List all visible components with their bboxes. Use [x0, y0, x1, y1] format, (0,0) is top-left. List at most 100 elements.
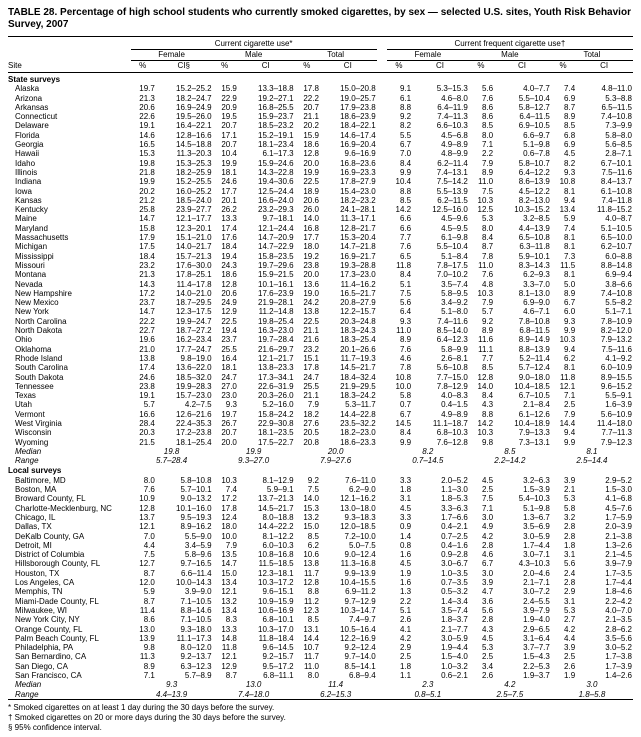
ci-cell: 6.4–12.2 — [518, 167, 550, 177]
table-row: Boston, MA 7.6 5.7–10.1 7.4 5.9–9.1 7.5 6.2–9.… — [8, 485, 633, 494]
pct-cell: 13.0 — [139, 624, 155, 634]
pct-cell: 2.2 — [399, 596, 412, 606]
gap-cell — [377, 373, 387, 382]
pct-cell: 17.1 — [221, 130, 237, 140]
ci-cell: 5.1–9.8 — [523, 503, 550, 513]
site-cell: San Bernardino, CA — [15, 652, 87, 662]
ci-cell: 10.3–17.0 — [258, 624, 294, 634]
ci-cell: 8.1–12.9 — [262, 475, 294, 485]
gap-cell — [377, 307, 387, 316]
table-row: Wisconsin 20.3 17.2–23.8 20.7 18.1–23.5 20.5 1… — [8, 428, 633, 437]
subheader-male: Male — [468, 49, 551, 61]
pct-cell: 5.6 — [564, 559, 576, 569]
ci-cell: 16.8–23.6 — [340, 158, 376, 168]
pct-cell: 13.3 — [221, 624, 237, 634]
pct-header: % — [212, 60, 237, 73]
ci-cell: 1.0–3.2 — [441, 661, 468, 671]
pct-cell: 14.5 — [395, 418, 412, 428]
ci-cell: 6.0–10.3 — [262, 540, 294, 550]
pct-cell: 2.2 — [482, 149, 494, 159]
pct-cell: 14.2 — [477, 418, 494, 428]
pct-cell: 7.9 — [482, 158, 494, 168]
pct-cell: 25.5 — [303, 381, 319, 391]
ci-cell: 4.0–7.0 — [605, 605, 632, 615]
pct-cell: 12.8 — [303, 149, 319, 159]
ci-cell: 5.9–9.1 — [266, 485, 294, 495]
pct-cell: 8.8 — [399, 186, 412, 196]
site-cell: San Diego, CA — [15, 661, 68, 671]
table-row: North Dakota 22.7 18.7–27.2 19.4 16.3–23.0 21… — [8, 326, 633, 335]
site-cell: Chicago, IL — [15, 512, 56, 522]
pct-cell: 9.3 — [225, 400, 237, 410]
footnote-ci: § 95% confidence interval. — [8, 722, 102, 732]
pct-cell: 12.8 — [477, 372, 494, 382]
pct-cell: 18.0 — [303, 242, 319, 252]
gap-cell — [377, 382, 387, 391]
ci-cell: 10.5–16.4 — [340, 624, 376, 634]
ci-cell: 5.5–10.4 — [518, 93, 550, 103]
pct-cell: 19.7 — [221, 409, 237, 419]
ci-cell: 4.4–13.9 — [518, 223, 550, 233]
subheader-total: Total — [550, 49, 633, 61]
pct-cell: 1.6 — [399, 550, 412, 560]
pct-cell: 13.6 — [303, 279, 319, 289]
table-row: Rhode Island 13.8 9.8–19.0 16.4 12.1–21.7 15.… — [8, 354, 633, 363]
stat-row: Median 9.3 13.0 11.4 2.3 4.2 3.0 — [8, 680, 633, 689]
pct-cell: 8.5 — [564, 121, 576, 131]
pct-cell: 4.3 — [482, 400, 494, 410]
ci-cell: 8.2–12.0 — [600, 326, 632, 336]
pct-cell: 5.1 — [399, 605, 412, 615]
pct-cell: 8.6 — [482, 102, 494, 112]
pct-cell: 5.3 — [482, 214, 494, 224]
pct-cell: 5.3 — [564, 494, 576, 504]
pct-cell: 20.0 — [303, 158, 319, 168]
stat-row: Range 4.4–13.9 7.4–18.0 6.2–15.3 0.8–5.1 2.5–… — [8, 690, 633, 700]
stat-value-cell: 9.3 — [166, 680, 178, 690]
stat-value-cell: 2.2–14.2 — [494, 456, 526, 466]
ci-cell: 5.8–9.5 — [441, 288, 468, 298]
ci-cell: 5.6–8.5 — [605, 140, 632, 150]
ci-cell: 9.5–17.2 — [262, 661, 294, 671]
pct-cell: 21.1 — [303, 391, 319, 401]
pct-cell: 22.5 — [303, 316, 319, 326]
table-row: Indiana 19.9 15.2–25.5 24.6 19.4–30.6 22.5 17.… — [8, 177, 633, 186]
pct-cell: 9.3 — [399, 316, 412, 326]
ci-cell: 7.3–9.9 — [605, 121, 632, 131]
footnotes: * Smoked cigarettes on at least 1 day du… — [8, 703, 633, 733]
ci-cell: 6.5–10.0 — [600, 233, 632, 243]
pct-cell: 14.4 — [303, 633, 319, 643]
ci-cell: 1.0–3.5 — [441, 568, 468, 578]
ci-cell: 6.2–9.3 — [523, 270, 550, 280]
ci-cell: 6.0–8.8 — [605, 251, 632, 261]
pct-cell: 4.5 — [399, 559, 412, 569]
ci-cell: 2.0–5.2 — [441, 475, 468, 485]
ci-cell: 3.5–7.4 — [441, 605, 468, 615]
pct-cell: 5.9 — [143, 587, 155, 597]
table-row: Arkansas 20.6 16.9–24.9 20.9 16.8–25.5 20.7 17… — [8, 103, 633, 112]
gap-cell — [377, 671, 387, 680]
pct-cell: 14.6 — [139, 130, 155, 140]
pct-cell: 19.1 — [139, 121, 155, 131]
pct-cell: 7.5 — [482, 186, 494, 196]
pct-cell: 6.2 — [307, 540, 319, 550]
gap-cell — [377, 504, 387, 513]
ci-cell: 10.0–14.3 — [176, 578, 212, 588]
gap-cell — [377, 438, 387, 447]
ci-cell: 18.4–22.1 — [340, 121, 376, 131]
pct-cell: 21.3 — [139, 270, 155, 280]
site-cell: DeKalb County, GA — [15, 531, 85, 541]
ci-cell: 19.5–26.0 — [176, 112, 212, 122]
pct-cell: 7.5 — [399, 288, 412, 298]
pct-cell: 8.5 — [482, 363, 494, 373]
gap-cell — [377, 625, 387, 634]
pct-cell: 3.4 — [482, 661, 494, 671]
ci-cell: 11.5–18.5 — [258, 559, 294, 569]
ci-cell: 14.7–22.9 — [258, 242, 294, 252]
site-cell: San Francisco, CA — [15, 671, 82, 680]
pct-cell: 7.8 — [482, 251, 494, 261]
ci-cell: 2.1–4.5 — [605, 550, 632, 560]
site-cell: Tennessee — [15, 381, 54, 391]
pct-cell: 18.9 — [303, 186, 319, 196]
stat-value-cell: 8.2 — [422, 446, 434, 456]
stat-label-cell: Median — [15, 680, 42, 690]
